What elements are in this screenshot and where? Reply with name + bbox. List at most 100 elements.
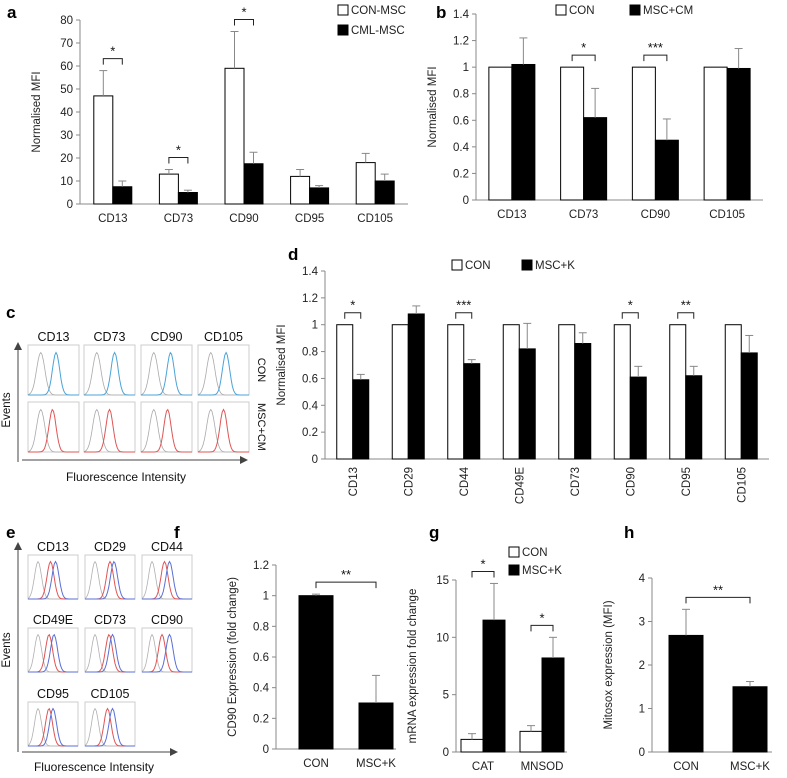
bar <box>703 66 728 201</box>
y-tick-label: 5 <box>443 690 449 702</box>
y-tick-label: 0.2 <box>253 713 269 725</box>
significance-label: ** <box>681 298 691 313</box>
sample-curve <box>84 351 135 396</box>
legend-swatch <box>555 4 567 16</box>
bar <box>613 324 631 460</box>
bar <box>631 66 656 201</box>
bar <box>177 192 198 205</box>
significance-bracket <box>643 54 668 62</box>
chart-a: a 0 10 20 30 40 50 60 70 80 Normalised MFI CD13 CD73… <box>7 3 408 225</box>
bar <box>629 376 647 460</box>
bar <box>724 324 742 460</box>
significance-label: * <box>241 5 246 20</box>
marker-label: CD49E <box>33 613 73 627</box>
control-curve <box>85 560 135 600</box>
significance-bracket <box>455 312 473 319</box>
y-tick-label: 4 <box>639 573 646 585</box>
marker-label: CD29 <box>94 540 126 554</box>
chart-b: b 0 0.2 0.4 0.6 0.8 1 1.2 1.4 Normalised MFI CD13 C… <box>427 3 763 221</box>
marker-label: CD73 <box>94 613 126 627</box>
histogram-box <box>27 344 80 396</box>
y-tick-label: 20 <box>60 153 73 165</box>
legend-swatch <box>337 24 349 36</box>
y-tick-label: 50 <box>60 84 73 96</box>
histogram-box <box>27 554 79 600</box>
histogram-box <box>27 401 80 453</box>
y-tick-label: 1.2 <box>302 293 318 305</box>
y-axis-label-d: Normalised MFI <box>276 324 288 405</box>
marker-label: CD105 <box>204 330 243 344</box>
legend-swatch <box>337 4 349 16</box>
y-axis-label-g: mRNA expression fold change <box>407 589 419 744</box>
histogram-box <box>141 554 193 600</box>
bar <box>112 186 133 205</box>
histogram-box <box>83 344 136 396</box>
bar <box>224 67 245 205</box>
significance-bracket <box>677 312 695 319</box>
significance-label: * <box>480 556 485 571</box>
legend-label: MSC+K <box>522 565 562 577</box>
significance-bracket <box>315 581 377 589</box>
marker-label: CD13 <box>38 330 70 344</box>
significance-label: * <box>539 610 544 625</box>
x-arrow-head <box>170 748 178 756</box>
bar <box>574 343 592 460</box>
y-tick-label: 40 <box>60 107 73 119</box>
sample-curve <box>28 408 79 453</box>
x-tick-label: CD95 <box>681 467 693 496</box>
bar <box>298 595 334 750</box>
bar <box>654 139 679 201</box>
y-tick-label: 0 <box>312 454 318 466</box>
x-tick-label: CD90 <box>641 209 670 221</box>
row-label: MSC+CM <box>255 403 267 451</box>
sample-curve <box>84 408 135 453</box>
x-tick-label: CD73 <box>570 467 582 496</box>
legend-label: CON-MSC <box>351 5 406 17</box>
panel-label-c: c <box>6 303 15 322</box>
bar <box>355 162 376 205</box>
bar <box>447 324 465 460</box>
legend-label: MSC+K <box>535 260 575 272</box>
control-curve <box>85 707 135 747</box>
panel-label-g: g <box>429 523 439 542</box>
histogram-box <box>140 401 193 453</box>
sample-curve <box>141 351 192 396</box>
y-tick-label: 1.2 <box>453 36 469 48</box>
y-tick-label: 1 <box>639 704 645 716</box>
y-tick-label: 80 <box>60 15 73 27</box>
significance-label: ** <box>341 567 351 582</box>
control-curve <box>85 633 135 673</box>
significance-label: * <box>581 40 586 55</box>
y-tick-label: 0 <box>67 199 73 211</box>
y-tick-label: 0.4 <box>302 400 319 412</box>
y-tick-label: 0.6 <box>302 373 318 385</box>
significance-bracket <box>168 157 189 164</box>
histogram-box <box>197 344 250 396</box>
x-tick-label: MNSOD <box>521 761 564 773</box>
bar <box>740 352 758 460</box>
significance-bracket <box>530 624 554 632</box>
bar <box>685 375 703 460</box>
x-tick-label: CD73 <box>569 209 598 221</box>
marker-label: CD44 <box>151 540 183 554</box>
y-tick-label: 0.6 <box>453 115 469 127</box>
x-tick-label: CON <box>303 758 329 770</box>
legend-label: CML-MSC <box>351 25 405 37</box>
y-axis-label-f: CD90 Expression (fold change) <box>227 577 239 737</box>
bar <box>518 348 536 460</box>
y-tick-label: 70 <box>60 38 73 50</box>
marker-label: CD105 <box>91 687 130 701</box>
significance-label: * <box>350 298 355 313</box>
bar <box>460 738 484 753</box>
x-arrow-head <box>240 456 248 464</box>
y-tick-label: 0 <box>443 747 449 759</box>
bar <box>732 686 768 753</box>
y-axis-label-h: Mitosox expression (MFI) <box>603 600 615 729</box>
y-arrow-head <box>14 542 22 550</box>
chart-f: f 0 0.2 0.4 0.6 0.8 1 1.2 CD90 Expression (fold … <box>174 523 396 770</box>
sample-curve <box>198 408 249 453</box>
significance-bracket <box>571 54 596 62</box>
x-tick-label: MSC+K <box>730 761 770 773</box>
bar <box>93 95 114 205</box>
significance-bracket <box>471 570 495 578</box>
